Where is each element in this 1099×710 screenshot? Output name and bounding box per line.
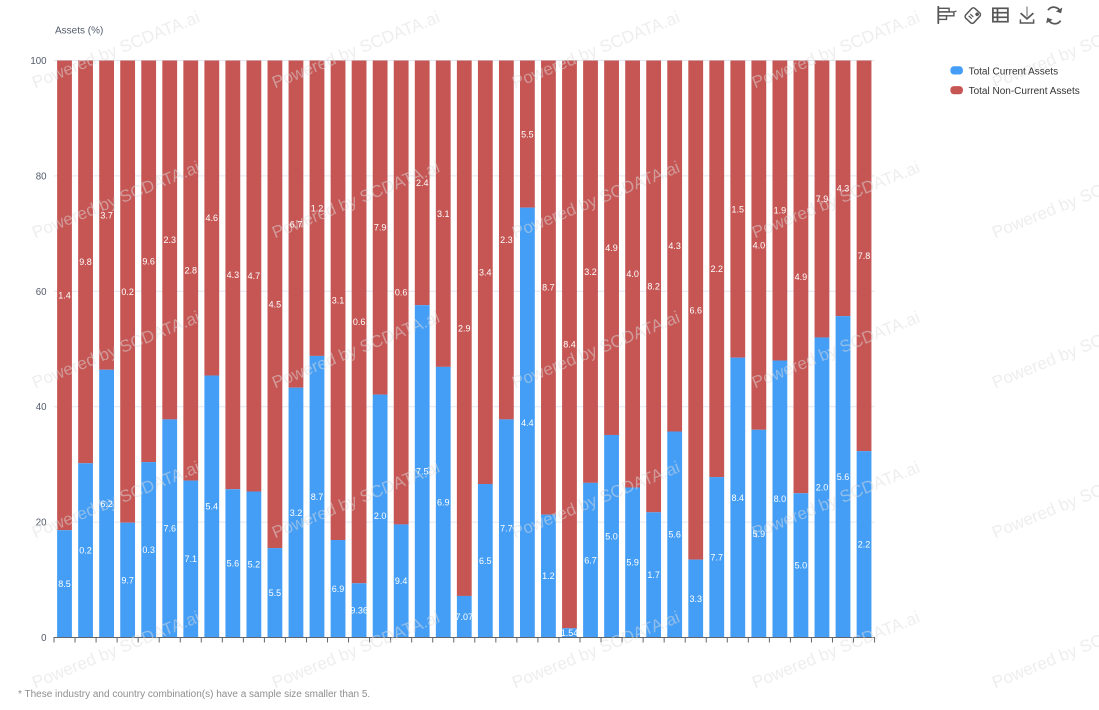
svg-text:5.6: 5.6 <box>227 559 240 569</box>
svg-text:6.9: 6.9 <box>437 497 450 507</box>
svg-text:5.9: 5.9 <box>626 558 639 568</box>
svg-text:0.2: 0.2 <box>121 287 134 297</box>
svg-text:40: 40 <box>36 402 47 413</box>
svg-text:7.9: 7.9 <box>816 194 829 204</box>
svg-text:100: 100 <box>30 56 47 67</box>
svg-text:5.0: 5.0 <box>605 531 618 541</box>
svg-text:7.5: 7.5 <box>416 467 429 477</box>
svg-text:2.9: 2.9 <box>458 323 471 333</box>
svg-text:0.2: 0.2 <box>79 546 92 556</box>
svg-text:2.3: 2.3 <box>500 235 513 245</box>
svg-text:1.4: 1.4 <box>58 291 71 301</box>
svg-text:2.2: 2.2 <box>711 264 724 274</box>
svg-text:2.0: 2.0 <box>374 511 387 521</box>
svg-text:6.2: 6.2 <box>100 499 113 509</box>
svg-text:6.7: 6.7 <box>290 219 303 229</box>
svg-text:5.9: 5.9 <box>753 529 766 539</box>
svg-text:4.9: 4.9 <box>795 272 808 282</box>
svg-text:8.5: 8.5 <box>58 579 71 589</box>
svg-text:7.6: 7.6 <box>163 524 176 534</box>
svg-text:Powered by SCDATA.ai: Powered by SCDATA.ai <box>989 8 1099 93</box>
svg-text:7.7: 7.7 <box>500 524 513 534</box>
svg-text:8.7: 8.7 <box>542 283 555 293</box>
svg-text:5.0: 5.0 <box>795 561 808 571</box>
svg-text:0: 0 <box>41 633 47 644</box>
svg-text:4.3: 4.3 <box>668 241 681 251</box>
svg-text:Powered by SCDATA.ai: Powered by SCDATA.ai <box>989 458 1099 543</box>
svg-text:3.3: 3.3 <box>689 594 702 604</box>
svg-text:4.0: 4.0 <box>753 240 766 250</box>
svg-text:0.3: 0.3 <box>142 545 155 555</box>
svg-text:9.36: 9.36 <box>350 606 368 616</box>
svg-text:7.07: 7.07 <box>456 612 474 622</box>
svg-text:Powered by SCDATA.ai: Powered by SCDATA.ai <box>29 608 202 693</box>
svg-text:5.6: 5.6 <box>837 472 850 482</box>
svg-text:9.4: 9.4 <box>395 576 408 586</box>
svg-text:5.5: 5.5 <box>521 129 534 139</box>
svg-text:4.5: 4.5 <box>269 300 282 310</box>
svg-text:8.4: 8.4 <box>563 340 576 350</box>
svg-text:3.2: 3.2 <box>584 267 597 277</box>
svg-text:2.8: 2.8 <box>185 266 198 276</box>
svg-text:5.2: 5.2 <box>248 560 261 570</box>
svg-text:5.5: 5.5 <box>269 588 282 598</box>
svg-text:5.6: 5.6 <box>668 530 681 540</box>
svg-text:6.7: 6.7 <box>584 555 597 565</box>
svg-text:Powered by SCDATA.ai: Powered by SCDATA.ai <box>989 308 1099 393</box>
svg-text:6.9: 6.9 <box>332 584 345 594</box>
svg-text:4.6: 4.6 <box>206 213 219 223</box>
svg-text:0.6: 0.6 <box>353 317 366 327</box>
svg-text:7.9: 7.9 <box>374 223 387 233</box>
svg-text:4.3: 4.3 <box>227 270 240 280</box>
svg-text:1.54: 1.54 <box>561 628 579 638</box>
svg-text:60: 60 <box>36 287 47 298</box>
svg-text:6.5: 6.5 <box>479 556 492 566</box>
svg-text:1.5: 1.5 <box>732 204 745 214</box>
svg-text:3.4: 3.4 <box>479 268 492 278</box>
svg-text:Powered by SCDATA.ai: Powered by SCDATA.ai <box>989 158 1099 243</box>
svg-text:1.7: 1.7 <box>647 570 660 580</box>
svg-text:8.7: 8.7 <box>311 492 324 502</box>
svg-text:5.4: 5.4 <box>206 502 219 512</box>
svg-text:1.2: 1.2 <box>311 203 324 213</box>
svg-text:8.0: 8.0 <box>774 494 787 504</box>
svg-text:80: 80 <box>36 171 47 182</box>
svg-text:4.7: 4.7 <box>248 271 261 281</box>
svg-text:Total Non-Current Assets: Total Non-Current Assets <box>969 86 1080 97</box>
svg-text:Assets (%): Assets (%) <box>55 26 103 37</box>
svg-text:6.6: 6.6 <box>689 305 702 315</box>
svg-text:9.7: 9.7 <box>121 575 134 585</box>
svg-text:* These industry and country c: * These industry and country combination… <box>18 689 370 700</box>
svg-text:7.8: 7.8 <box>858 251 871 261</box>
svg-text:8.4: 8.4 <box>732 493 745 503</box>
svg-text:7.7: 7.7 <box>711 553 724 563</box>
svg-text:4.3: 4.3 <box>837 184 850 194</box>
svg-text:9.6: 9.6 <box>142 257 155 267</box>
svg-text:3.1: 3.1 <box>437 209 450 219</box>
svg-text:2.3: 2.3 <box>163 235 176 245</box>
svg-text:2.4: 2.4 <box>416 178 429 188</box>
svg-text:0.6: 0.6 <box>395 288 408 298</box>
svg-text:7.1: 7.1 <box>185 554 198 564</box>
svg-text:3.1: 3.1 <box>332 295 345 305</box>
svg-text:1.9: 1.9 <box>774 206 787 216</box>
svg-text:4.4: 4.4 <box>521 418 534 428</box>
svg-text:4.9: 4.9 <box>605 243 618 253</box>
svg-text:Powered by SCDATA.ai: Powered by SCDATA.ai <box>989 608 1099 693</box>
svg-text:2.0: 2.0 <box>816 483 829 493</box>
svg-text:4.0: 4.0 <box>626 269 639 279</box>
svg-text:2.2: 2.2 <box>858 540 871 550</box>
svg-text:8.2: 8.2 <box>647 282 660 292</box>
svg-text:3.2: 3.2 <box>290 508 303 518</box>
svg-text:1.2: 1.2 <box>542 571 555 581</box>
svg-text:3.7: 3.7 <box>100 210 113 220</box>
svg-text:20: 20 <box>36 518 47 529</box>
svg-text:9.8: 9.8 <box>79 257 92 267</box>
svg-text:Total Current Assets: Total Current Assets <box>969 66 1058 77</box>
